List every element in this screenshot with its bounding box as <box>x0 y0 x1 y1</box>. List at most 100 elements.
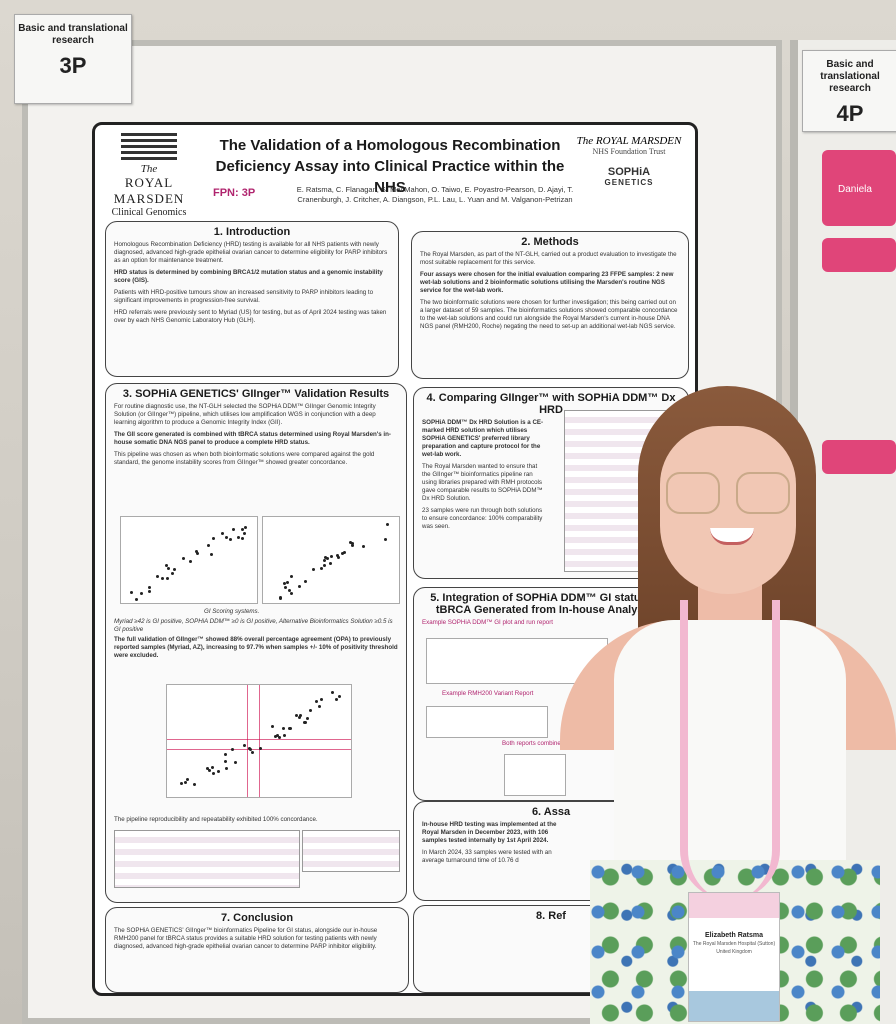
face <box>660 426 796 594</box>
scatter-point <box>172 568 176 572</box>
scatter-point <box>148 589 152 593</box>
scatter-point <box>135 598 139 602</box>
scatter-point <box>323 564 327 568</box>
glasses <box>666 472 792 514</box>
scatter-point <box>231 748 234 752</box>
scatter-point <box>188 559 192 563</box>
royal-marsden-logo: The ROYAL MARSDEN Clinical Genomics <box>109 133 189 218</box>
poster-title: The Validation of a Homologous Recombina… <box>215 137 565 196</box>
scatter-point <box>130 591 134 595</box>
scatter-point <box>303 580 307 584</box>
presenter: Elizabeth Ratsma The Royal Marsden Hospi… <box>560 380 896 1024</box>
scatter-point <box>329 555 333 559</box>
scatter-point <box>385 522 389 526</box>
reproducibility-table <box>114 830 300 888</box>
board-tag-left: Basic and translational research 3P <box>14 14 132 104</box>
poster-authors: E. Ratsma, C. Flanagan, S. MacMahon, O. … <box>296 185 574 204</box>
scatter-point <box>224 536 228 540</box>
scatter-point <box>242 743 246 747</box>
scatter-point <box>335 553 339 557</box>
scatter-point <box>229 538 233 542</box>
name-badge: Elizabeth Ratsma The Royal Marsden Hospi… <box>688 892 780 1022</box>
scatter-point <box>259 747 263 751</box>
scatter-point <box>290 574 294 578</box>
scatter-point <box>309 709 313 713</box>
repeatability-table <box>302 830 400 872</box>
scatter-point <box>283 585 287 589</box>
scatter-point <box>295 714 298 718</box>
smile <box>710 528 754 545</box>
scatter-point <box>323 556 327 560</box>
scatter-point <box>242 532 246 536</box>
scatter-point <box>192 782 196 786</box>
concordance-scatter-plot-2 <box>262 516 400 604</box>
scatter-point <box>350 541 354 545</box>
scatter-point <box>289 591 293 595</box>
neighbor-poster-band <box>822 238 896 272</box>
scatter-point <box>323 558 327 562</box>
scatter-point <box>207 544 211 548</box>
scatter-point <box>139 591 143 595</box>
scatter-point <box>244 526 248 530</box>
scatter-point <box>315 700 319 704</box>
section-methods: 2. Methods The Royal Marsden, as part of… <box>411 231 689 379</box>
scatter-point <box>283 733 287 737</box>
scatter-point <box>328 561 332 565</box>
scatter-point <box>337 555 341 559</box>
scatter-point <box>320 566 324 570</box>
scatter-point <box>361 544 365 548</box>
scatter-point <box>278 597 282 601</box>
scatter-point <box>224 766 228 770</box>
concordance-scatter-plot-1 <box>120 516 258 604</box>
scatter-point <box>287 589 291 593</box>
scatter-point <box>211 771 215 775</box>
scatter-point <box>318 704 322 708</box>
scatter-point <box>350 544 354 548</box>
scatter-point <box>186 778 190 782</box>
scatter-point <box>194 550 198 554</box>
scatter-point <box>236 536 240 540</box>
scatter-point <box>196 552 200 556</box>
poster-id: FPN: 3P <box>213 187 256 199</box>
scatter-point <box>349 541 353 545</box>
scatter-point <box>216 769 220 773</box>
combined-report <box>504 754 566 796</box>
variant-report <box>426 706 548 738</box>
scatter-point <box>320 698 324 702</box>
scatter-point <box>305 716 309 720</box>
scatter-point <box>338 695 342 699</box>
section-introduction: 1. Introduction Homologous Recombination… <box>105 221 399 377</box>
scatter-point <box>207 769 211 773</box>
board-tag-right: Basic and translational research 4P <box>802 50 896 132</box>
scatter-point <box>209 552 213 556</box>
scatter-point <box>311 567 315 571</box>
scatter-point <box>326 557 330 561</box>
scatter-point <box>278 735 282 739</box>
section-comparing: 4. Comparing GIInger™ with SOPHiA DDM™ D… <box>413 387 689 579</box>
concordance-scatter-plot-3 <box>166 684 352 798</box>
scatter-point <box>171 572 175 576</box>
scatter-point <box>283 582 287 586</box>
scatter-point <box>167 566 171 570</box>
scatter-point <box>223 759 227 763</box>
scatter-point <box>241 536 245 540</box>
scatter-point <box>155 575 159 579</box>
scatter-point <box>223 753 227 757</box>
scatter-point <box>298 585 302 589</box>
scatter-point <box>210 765 214 769</box>
scatter-point <box>233 760 237 764</box>
scatter-point <box>232 528 236 532</box>
scatter-point <box>240 527 244 531</box>
scatter-point <box>299 713 303 717</box>
sophia-genetics-logo: SOPHiA GENETICS <box>604 166 654 187</box>
scatter-point <box>165 576 169 580</box>
scatter-point <box>288 727 292 731</box>
neighbor-poster-name: Daniela <box>822 150 896 226</box>
scatter-point <box>275 734 279 738</box>
scatter-point <box>221 532 225 536</box>
scatter-point <box>303 720 307 724</box>
scatter-point <box>285 580 289 584</box>
scatter-point <box>179 781 183 785</box>
section-conclusion: 7. Conclusion The SOPHiA GENETICS' GIIng… <box>105 907 409 993</box>
scatter-point <box>183 781 187 785</box>
